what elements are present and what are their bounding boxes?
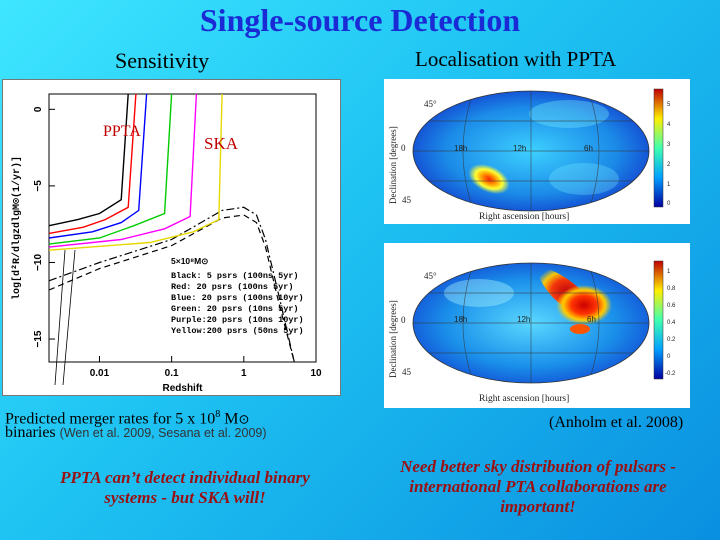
x-tick-label: 10 [310, 368, 322, 379]
ska-tag: SKA [204, 134, 239, 153]
cbar-top-tick-5: 5 [667, 102, 671, 108]
sky-top-hotspot [468, 163, 510, 195]
legend-entry: Black: 5 psrs (100ns 5yr) [171, 271, 299, 281]
cbar-bot-tick-0.6: 0.6 [667, 303, 676, 309]
y-tick-label: 0 [33, 106, 44, 112]
x-tick-label: 0.01 [90, 368, 110, 379]
cbar-bot-tick-0.4: 0.4 [667, 320, 676, 326]
sky-bottom-dec-45s: 45 [402, 367, 412, 377]
sensitivity-curve [48, 93, 173, 245]
sky-bottom-hotspot [556, 285, 612, 325]
sky-bottom-ra-18: 18h [454, 315, 467, 324]
sensitivity-curve [48, 93, 129, 227]
legend-entry: Blue: 20 psrs (100ns 10yr) [171, 293, 304, 303]
cbar-top-tick-4: 4 [667, 122, 671, 128]
caption-exponent: 8 [215, 409, 221, 420]
cbar-top-tick-0: 0 [667, 201, 671, 207]
chart-svg: 0.01 0.1 1 10 0 −5 −10 −15 Redshift log[d²R/dlgzd… [11, 93, 322, 394]
y-tick-label: −5 [33, 180, 44, 192]
legend-entry: Purple:20 psrs (10ns 10yr) [171, 315, 304, 325]
y-tick-label: −15 [33, 330, 44, 347]
solar-symbol-icon: ⊙ [238, 411, 250, 427]
ppta-ska-statement: PPTA can’t detect individual binary syst… [60, 468, 310, 507]
y-tick-label: −10 [33, 254, 44, 271]
sky-top-xlabel: Right ascension [hours] [479, 212, 569, 222]
pointer-line [54, 249, 66, 386]
sky-bottom-ra-12: 12h [517, 315, 530, 324]
wen-sesana-ref: (Wen et al. 2009, Sesana et al. 2009) [59, 426, 267, 440]
cbar-bot-tick-0.8: 0.8 [667, 286, 676, 292]
pta-collab-statement: Need better sky distribution of pulsars … [400, 457, 676, 516]
sensitivity-curve [48, 93, 137, 235]
sky-top-ra-6: 6h [584, 144, 593, 153]
sky-map-top-svg: 18h 12h 6h 45° 0 45 Declination [degrees… [388, 88, 671, 222]
legend-entry: Yellow:200 psrs (50ns 5yr) [171, 326, 304, 336]
ppta-tag: PPTA [103, 123, 141, 140]
caption-unit: M [224, 410, 239, 428]
sky-bottom-colorbar [653, 260, 664, 380]
cbar-bot-tick-1: 1 [667, 269, 671, 275]
caption-text: Predicted merger rates for 5 x 10 [5, 410, 216, 428]
x-tick-label: 0.1 [165, 368, 179, 379]
sensitivity-heading: Sensitivity [115, 48, 210, 73]
sky-bottom-ylabel: Declination [degrees] [388, 300, 398, 378]
cbar-bot-tick-0: 0 [667, 354, 671, 360]
legend-title: 5×10⁸M⊙ [171, 256, 208, 266]
sky-top-dec-45s: 45 [402, 195, 412, 205]
sky-map-top: 18h 12h 6h 45° 0 45 Declination [degrees… [384, 79, 690, 224]
sky-bottom-ra-6: 6h [587, 315, 596, 324]
sensitivity-curve [48, 93, 223, 251]
cbar-top-tick-2: 2 [667, 162, 671, 168]
sky-top-ra-18: 18h [454, 144, 467, 153]
plot-frame [48, 93, 317, 363]
sky-top-ylabel: Declination [degrees] [388, 126, 398, 204]
sky-map-bottom-svg: 18h 12h 6h 45° 0 45 Declination [degrees… [388, 260, 676, 404]
x-tick-label: 1 [241, 368, 247, 379]
merger-rate-caption: Predicted merger rates for 5 x 108 M⊙ [5, 406, 249, 428]
sensitivity-curve [48, 93, 198, 248]
sensitivity-chart: 0.01 0.1 1 10 0 −5 −10 −15 Redshift log[d²R/dlgzd… [2, 79, 341, 396]
binaries-caption: binaries (Wen et al. 2009, Sesana et al.… [5, 424, 267, 442]
sky-bottom-dec-45n: 45° [424, 271, 437, 281]
sky-top-dec-0: 0 [401, 143, 406, 153]
sky-top-colorbar [653, 88, 664, 208]
sensitivity-curve [48, 93, 148, 239]
sky-bottom-dec-0: 0 [401, 315, 406, 325]
localisation-heading: Localisation with PPTA [415, 47, 617, 71]
slide-title: Single-source Detection [199, 2, 521, 38]
rate-curve [48, 206, 295, 363]
cbar-top-tick-1: 1 [667, 182, 671, 188]
rate-curve [48, 214, 295, 363]
sky-top-dec-45n: 45° [424, 99, 437, 109]
cbar-top-tick-3: 3 [667, 142, 671, 148]
sky-map-bottom: 18h 12h 6h 45° 0 45 Declination [degrees… [384, 243, 690, 408]
cbar-bot-tick-0.2: 0.2 [667, 337, 676, 343]
x-axis-label: Redshift [163, 383, 204, 394]
legend-entry: Green: 20 psrs (10ns 5yr) [171, 304, 299, 314]
sky-bottom-xlabel: Right ascension [hours] [479, 394, 569, 404]
y-axis-label: log[d²R/dlgzdlgM⊙(1/yr)] [11, 156, 23, 300]
sky-top-ra-12: 12h [513, 144, 526, 153]
legend-entry: Red: 20 psrs (100ns 5yr) [171, 282, 293, 292]
anholm-ref: (Anholm et al. 2008) [549, 414, 684, 431]
binaries-text: binaries [5, 424, 56, 441]
cbar-bot-tick-neg0.2: -0.2 [665, 371, 676, 377]
pointer-line [62, 249, 76, 386]
